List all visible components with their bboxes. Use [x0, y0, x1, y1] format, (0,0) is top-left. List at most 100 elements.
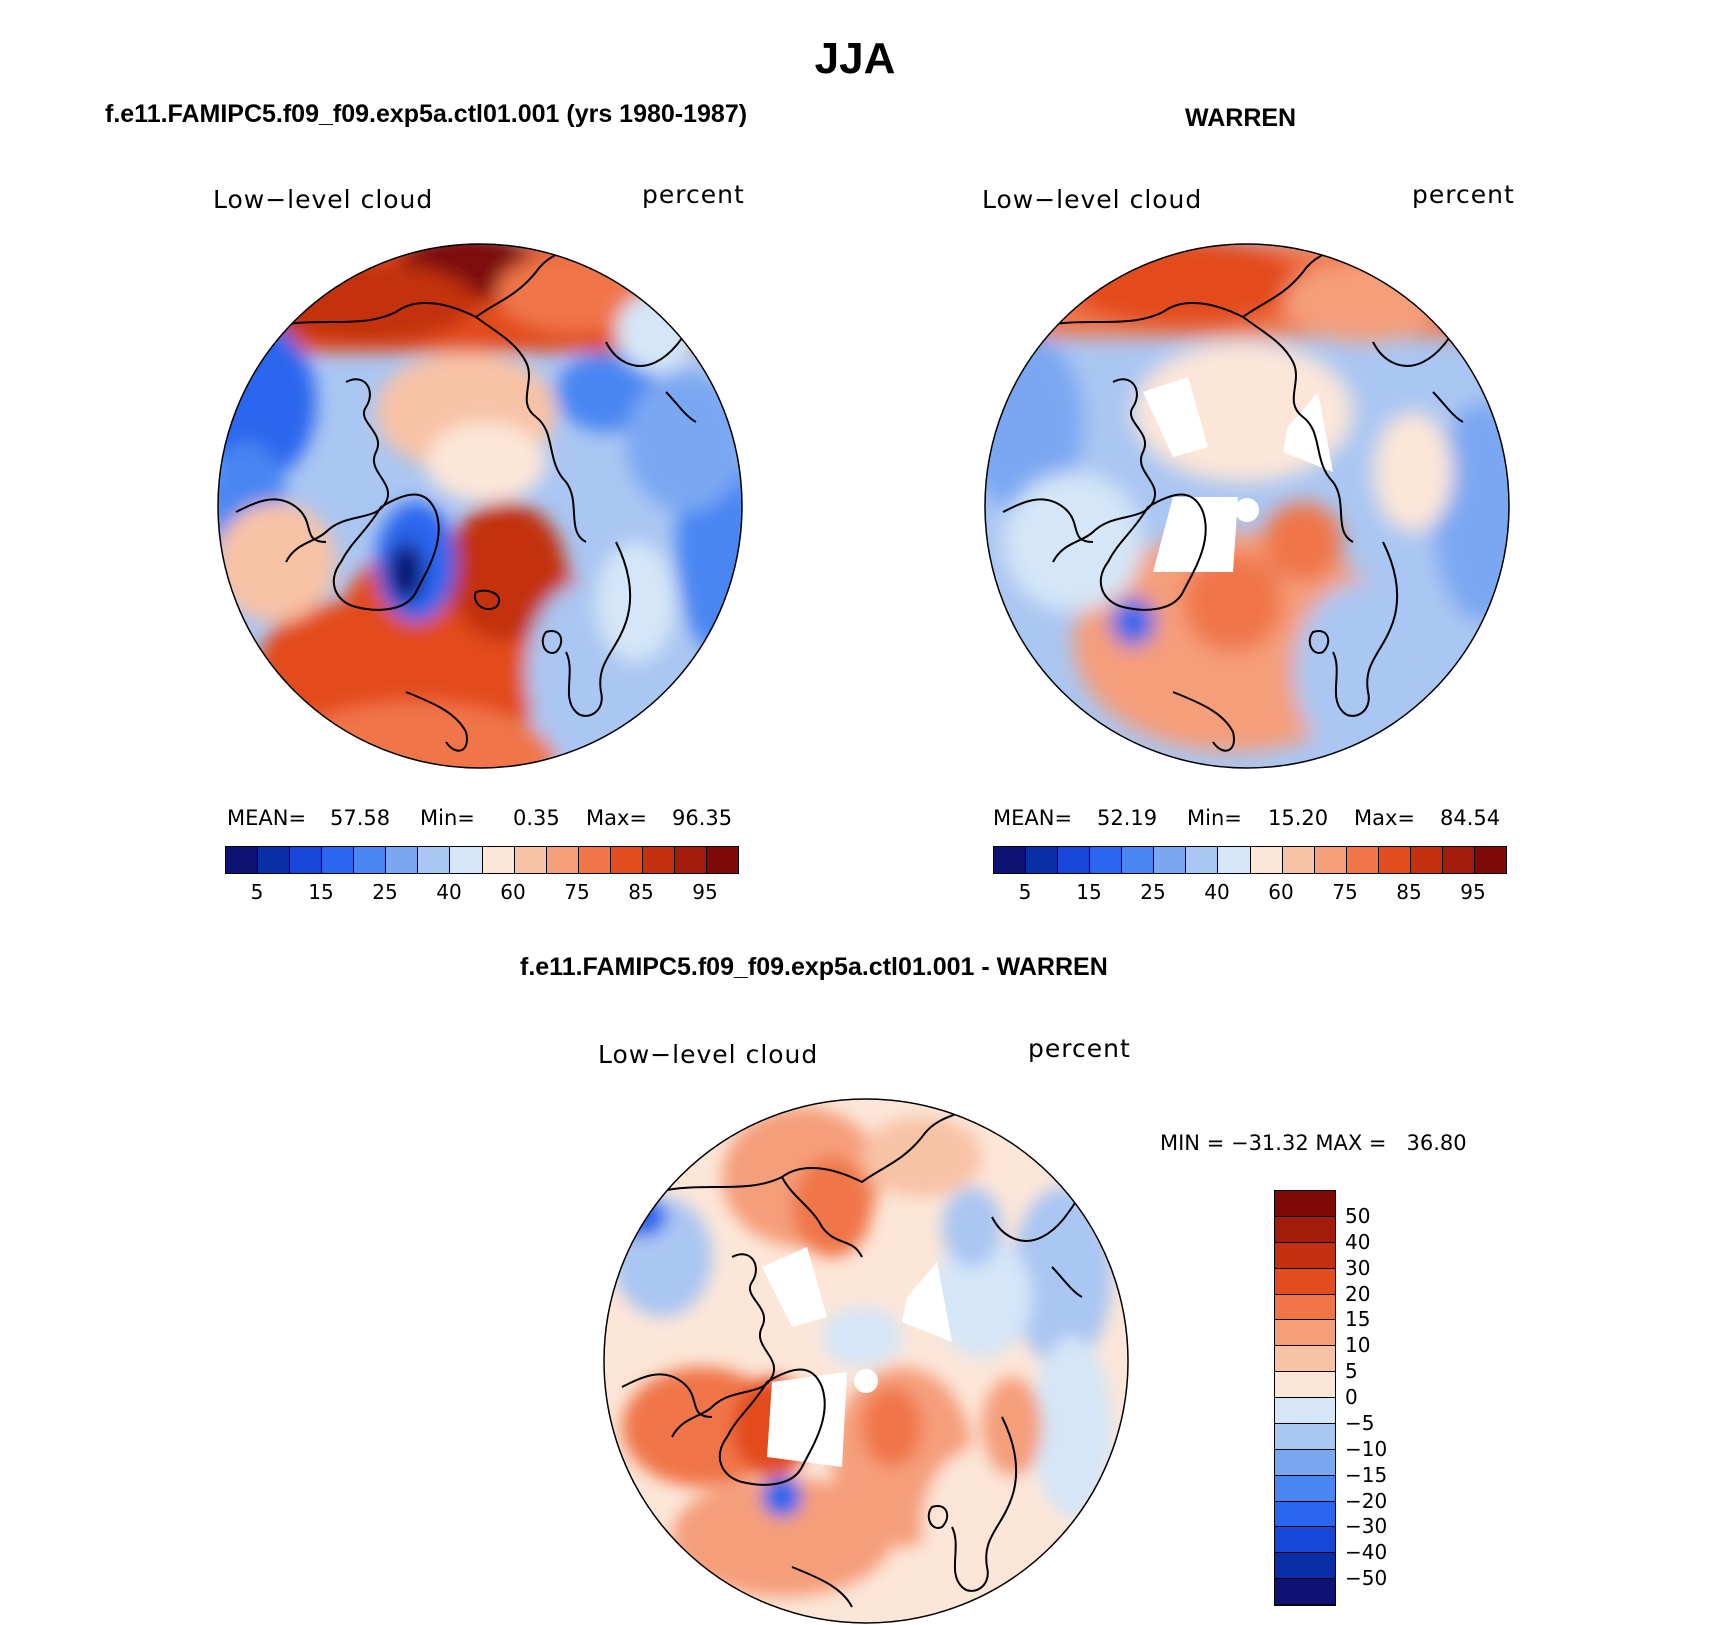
colorbar-tick-label: −20	[1345, 1488, 1388, 1513]
panel2-max-value: 84.54	[1440, 806, 1501, 830]
colorbar-tick-label: 25	[1140, 880, 1166, 904]
colorbar-cell	[1122, 847, 1155, 873]
colorbar-tick-label: 25	[372, 880, 398, 904]
colorbar-cell	[1250, 847, 1283, 873]
panel1-mean-label: MEAN=	[227, 806, 307, 830]
panel2-min-value: 15.20	[1268, 806, 1329, 830]
colorbar-cell	[1275, 1294, 1335, 1321]
colorbar-tick-label: 40	[1345, 1229, 1371, 1254]
colorbar-cell	[1275, 1553, 1335, 1580]
colorbar-tick-label: 50	[1345, 1203, 1371, 1228]
panel2-units-label: percent	[1412, 180, 1515, 209]
colorbar-cell	[1314, 847, 1347, 873]
colorbar-cell	[386, 847, 419, 873]
colorbar-cell	[1154, 847, 1187, 873]
colorbar-cell	[1275, 1372, 1335, 1398]
colorbar-tick-label: 85	[1396, 880, 1422, 904]
panel1-min-value: 0.35	[513, 806, 560, 830]
colorbar-cell	[354, 847, 387, 873]
panel3-title: f.e11.FAMIPC5.f09_f09.exp5a.ctl01.001 - …	[520, 953, 1108, 981]
colorbar-cell	[1282, 847, 1315, 873]
panel2-mean-value: 52.19	[1097, 806, 1158, 830]
colorbar-cell	[258, 847, 291, 873]
colorbar-cell	[322, 847, 355, 873]
colorbar-cell	[674, 847, 707, 873]
colorbar-tick-label: 30	[1345, 1255, 1371, 1280]
colorbar-cell	[290, 847, 323, 873]
colorbar-tick-label: −10	[1345, 1436, 1388, 1461]
panel2-colorbar	[993, 846, 1507, 874]
colorbar-tick-label: −50	[1345, 1566, 1388, 1591]
colorbar-tick-label: 60	[1268, 880, 1294, 904]
panel1-mean-value: 57.58	[330, 806, 391, 830]
colorbar-cell	[1026, 847, 1059, 873]
colorbar-cell	[1218, 847, 1251, 873]
colorbar-cell	[1058, 847, 1091, 873]
panel2-min-label: Min=	[1187, 806, 1242, 830]
panel1-max-value: 96.35	[672, 806, 733, 830]
colorbar-tick-label: 0	[1345, 1385, 1358, 1409]
colorbar-cell	[610, 847, 643, 873]
panel3-min-max-text: MIN = −31.32 MAX = 36.80	[1160, 1131, 1467, 1155]
colorbar-tick-label: 75	[564, 880, 590, 904]
colorbar-cell	[1090, 847, 1123, 873]
colorbar-tick-label: 85	[628, 880, 654, 904]
colorbar-cell	[226, 847, 259, 873]
colorbar-tick-label: 15	[1076, 880, 1102, 904]
colorbar-tick-label: 40	[1204, 880, 1230, 904]
colorbar-tick-label: 5	[1345, 1359, 1358, 1384]
colorbar-tick-label: 15	[308, 880, 334, 904]
panel3-variable-label: Low−level cloud	[598, 1040, 819, 1069]
colorbar-tick-label: 75	[1332, 880, 1358, 904]
colorbar-cell	[514, 847, 547, 873]
colorbar-cell	[546, 847, 579, 873]
panel2-max-label: Max=	[1354, 806, 1416, 830]
panel1-title: f.e11.FAMIPC5.f09_f09.exp5a.ctl01.001 (y…	[105, 100, 748, 128]
colorbar-tick-label: −40	[1345, 1540, 1388, 1565]
colorbar-tick-label: −5	[1345, 1410, 1375, 1435]
colorbar-cell	[1474, 847, 1506, 873]
colorbar-cell	[1275, 1320, 1335, 1347]
panel1-colorbar	[225, 846, 739, 874]
colorbar-cell	[1275, 1191, 1335, 1217]
panel2-variable-label: Low−level cloud	[982, 185, 1203, 214]
panel1-max-label: Max=	[586, 806, 648, 830]
colorbar-tick-label: 20	[1345, 1281, 1371, 1306]
colorbar-cell	[1275, 1268, 1335, 1295]
colorbar-cell	[578, 847, 611, 873]
colorbar-cell	[1275, 1242, 1335, 1269]
panel1-min-label: Min=	[420, 806, 475, 830]
panel1-variable-label: Low−level cloud	[213, 185, 434, 214]
colorbar-cell	[450, 847, 483, 873]
panel1-units-label: percent	[642, 180, 745, 209]
colorbar-cell	[1275, 1346, 1335, 1373]
colorbar-cell	[1346, 847, 1379, 873]
panel3-colorbar	[1274, 1190, 1336, 1606]
colorbar-cell	[1275, 1423, 1335, 1450]
colorbar-tick-label: 15	[1345, 1307, 1371, 1332]
colorbar-cell	[1275, 1475, 1335, 1502]
panel2-mean-label: MEAN=	[993, 806, 1073, 830]
colorbar-cell	[1186, 847, 1219, 873]
colorbar-tick-label: −15	[1345, 1462, 1388, 1487]
colorbar-cell	[1275, 1527, 1335, 1554]
colorbar-tick-label: 5	[250, 880, 264, 904]
colorbar-cell	[1410, 847, 1443, 873]
colorbar-tick-label: 10	[1345, 1333, 1371, 1358]
colorbar-tick-label: 95	[1460, 880, 1486, 904]
panel3-units-label: percent	[1028, 1034, 1131, 1063]
colorbar-tick-label: 40	[436, 880, 462, 904]
colorbar-cell	[1378, 847, 1411, 873]
colorbar-tick-label: 60	[500, 880, 526, 904]
colorbar-cell	[1275, 1579, 1335, 1605]
colorbar-cell	[418, 847, 451, 873]
colorbar-cell	[994, 847, 1027, 873]
colorbar-cell	[482, 847, 515, 873]
colorbar-cell	[1275, 1501, 1335, 1528]
panel1-polar-map	[217, 243, 743, 769]
colorbar-cell	[642, 847, 675, 873]
colorbar-tick-label: −30	[1345, 1514, 1388, 1539]
colorbar-cell	[706, 847, 738, 873]
panel2-polar-map	[984, 243, 1510, 769]
colorbar-tick-label: 5	[1018, 880, 1032, 904]
